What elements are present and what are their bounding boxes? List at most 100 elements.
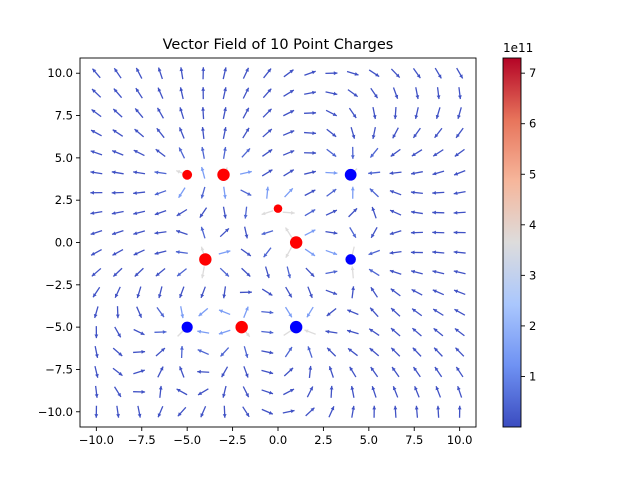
- field-arrow: [111, 170, 124, 175]
- field-arrow: [91, 108, 102, 118]
- field-arrow: [242, 386, 250, 398]
- field-arrow: [283, 89, 295, 97]
- field-arrow: [114, 326, 122, 338]
- arrow-head: [351, 405, 356, 410]
- field-arrow: [111, 230, 124, 236]
- arrow-head: [90, 170, 95, 175]
- field-arrow: [350, 127, 356, 139]
- y-tick-label: 5.0: [55, 151, 73, 165]
- arrow-head: [285, 253, 290, 258]
- arrow-head: [221, 373, 226, 378]
- field-arrow: [112, 267, 123, 277]
- arrow-head: [332, 152, 337, 157]
- arrow-head: [154, 251, 159, 255]
- arrow-head: [223, 127, 227, 131]
- arrow-head: [219, 309, 224, 314]
- arrow-head: [370, 287, 375, 292]
- arrow-head: [116, 413, 120, 418]
- positive-charge-marker: [289, 236, 303, 249]
- arrow-head: [289, 367, 294, 372]
- field-arrow: [326, 128, 337, 138]
- field-arrow: [325, 109, 338, 117]
- arrow-head: [197, 369, 201, 374]
- arrow-head: [371, 386, 376, 391]
- field-arrow: [111, 150, 124, 156]
- field-arrow: [415, 87, 420, 100]
- field-arrow: [284, 346, 293, 358]
- arrow-head: [267, 129, 272, 133]
- field-arrow: [390, 148, 401, 157]
- field-arrow: [94, 405, 99, 418]
- arrow-head: [218, 331, 223, 335]
- field-arrow: [261, 369, 274, 375]
- x-tick-label: 2.5: [314, 433, 332, 447]
- arrow-head: [352, 233, 356, 238]
- field-arrow: [177, 406, 187, 417]
- field-arrow: [179, 366, 185, 378]
- field-arrow: [329, 385, 334, 398]
- field-arrow: [347, 309, 359, 316]
- arrow-head: [154, 191, 159, 196]
- field-arrow: [91, 68, 101, 79]
- field-arrow: [368, 328, 380, 336]
- field-arrow: [432, 170, 445, 176]
- arrow-head: [263, 253, 268, 258]
- arrow-head: [199, 213, 204, 218]
- x-tick-label: −10.0: [79, 433, 114, 447]
- colorbar-tick-label: 7: [529, 66, 536, 80]
- field-arrow: [412, 366, 421, 378]
- field-arrow: [221, 366, 229, 378]
- field-arrow: [222, 286, 227, 299]
- arrow-head: [93, 293, 97, 298]
- arrow-head: [411, 289, 416, 293]
- field-arrow: [201, 126, 205, 140]
- field-arrow: [155, 268, 166, 277]
- field-arrow: [133, 170, 146, 175]
- field-arrow: [454, 308, 466, 316]
- arrow-head: [244, 373, 249, 378]
- field-arrow: [390, 347, 401, 357]
- field-arrow: [453, 250, 466, 255]
- field-arrow: [112, 108, 123, 118]
- arrow-head: [392, 134, 397, 139]
- arrow-head: [160, 313, 164, 318]
- field-arrow: [453, 269, 466, 275]
- charges: [181, 168, 357, 334]
- arrow-head: [433, 309, 438, 313]
- field-arrow: [389, 189, 402, 196]
- field-arrow: [242, 406, 250, 418]
- arrow-head: [410, 210, 415, 215]
- arrow-head: [411, 171, 415, 176]
- field-arrow: [223, 186, 227, 199]
- arrow-head: [311, 209, 316, 214]
- field-arrow: [304, 248, 316, 257]
- field-arrow: [372, 405, 377, 418]
- x-tick-label: −2.5: [219, 433, 247, 447]
- field-arrow: [262, 128, 273, 138]
- chart-title: Vector Field of 10 Point Charges: [163, 37, 394, 53]
- arrow-head: [333, 71, 338, 76]
- field-arrow: [154, 250, 167, 255]
- colorbar-tick-label: 6: [529, 117, 536, 131]
- arrow-head: [268, 169, 273, 174]
- field-arrow: [157, 366, 164, 378]
- field-arrow: [176, 208, 188, 217]
- arrow-head: [368, 251, 373, 256]
- arrow-head: [200, 194, 205, 199]
- field-arrow: [219, 267, 230, 277]
- field-arrow: [325, 249, 338, 256]
- field-arrow: [304, 209, 316, 217]
- arrow-head: [118, 352, 123, 356]
- x-tick-label: 7.5: [405, 433, 423, 447]
- field-arrow: [133, 349, 146, 354]
- arrow-head: [94, 394, 99, 398]
- arrow-head: [392, 386, 397, 391]
- arrow-head: [157, 87, 162, 92]
- field-arrow: [222, 405, 227, 418]
- arrow-head: [310, 407, 315, 412]
- field-arrow: [156, 127, 165, 139]
- arrow-head: [368, 171, 372, 175]
- field-arrow: [112, 249, 124, 256]
- positive-charge-marker: [199, 253, 212, 266]
- arrow-head: [268, 291, 273, 296]
